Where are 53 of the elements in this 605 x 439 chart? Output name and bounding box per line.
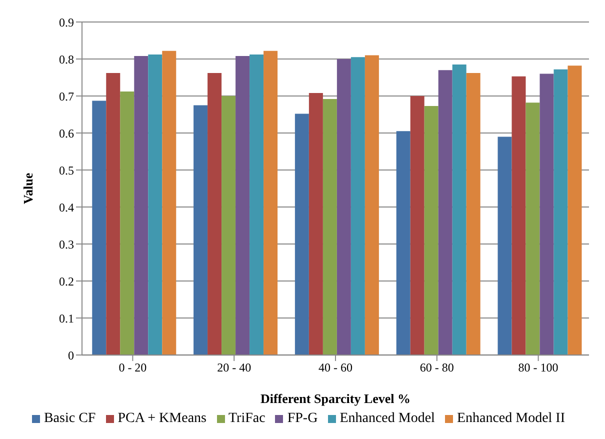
x-tick-label: 40 - 60	[318, 360, 352, 375]
bar	[308, 93, 323, 355]
bar	[162, 50, 176, 355]
bar	[438, 70, 452, 355]
legend-label: FP-G	[287, 411, 318, 426]
bar	[410, 96, 424, 355]
bar	[554, 69, 568, 355]
bar	[222, 96, 236, 355]
bar	[264, 50, 278, 355]
bar	[194, 105, 208, 355]
bar	[452, 64, 466, 355]
bar	[526, 102, 540, 355]
bar	[396, 131, 410, 355]
bar	[512, 76, 526, 355]
bar	[294, 114, 309, 355]
legend-label: Enhanced Model II	[456, 411, 566, 426]
y-tick-label: 0.2	[59, 274, 74, 288]
y-tick-label: 0	[68, 348, 74, 362]
bar	[364, 55, 379, 355]
y-tick-label: 0.5	[59, 163, 74, 178]
bar	[424, 106, 438, 355]
x-tick-label: 0 - 20	[118, 360, 147, 375]
bar	[350, 57, 365, 355]
legend-label: PCA + KMeans	[118, 411, 206, 426]
bar	[120, 92, 134, 355]
y-tick-label: 0.4	[59, 200, 74, 214]
x-tick-label: 20 - 40	[217, 360, 252, 375]
bar	[106, 73, 120, 355]
bar	[466, 73, 480, 355]
legend-label: TriFac	[228, 411, 266, 426]
x-axis-title: Different Sparcity Level %	[260, 391, 411, 406]
y-tick-label: 0.1	[59, 311, 74, 326]
bar	[322, 98, 337, 355]
y-tick-label: 0.6	[59, 126, 74, 140]
bar	[540, 74, 554, 355]
x-tick-label: 80 - 100	[518, 360, 558, 375]
y-tick-label: 0.3	[59, 237, 74, 252]
x-tick-label: 60 - 80	[420, 360, 454, 375]
bar	[498, 136, 512, 355]
legend-label: Enhanced Model	[340, 411, 435, 426]
y-axis-title: Value	[20, 172, 36, 204]
bar	[236, 56, 250, 355]
y-tick-label: 0.8	[59, 52, 74, 66]
bar	[568, 66, 582, 355]
bar	[336, 59, 351, 355]
y-tick-label: 0.7	[59, 89, 74, 104]
bar	[92, 100, 106, 355]
bar	[134, 56, 148, 355]
bar	[148, 54, 162, 355]
y-tick-label: 0.9	[59, 15, 74, 30]
bar	[250, 54, 264, 355]
bar	[208, 73, 222, 355]
legend-label: Basic CF	[44, 411, 96, 426]
